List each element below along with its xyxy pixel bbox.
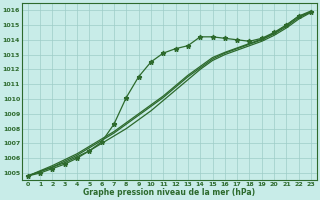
X-axis label: Graphe pression niveau de la mer (hPa): Graphe pression niveau de la mer (hPa) [83,188,255,197]
